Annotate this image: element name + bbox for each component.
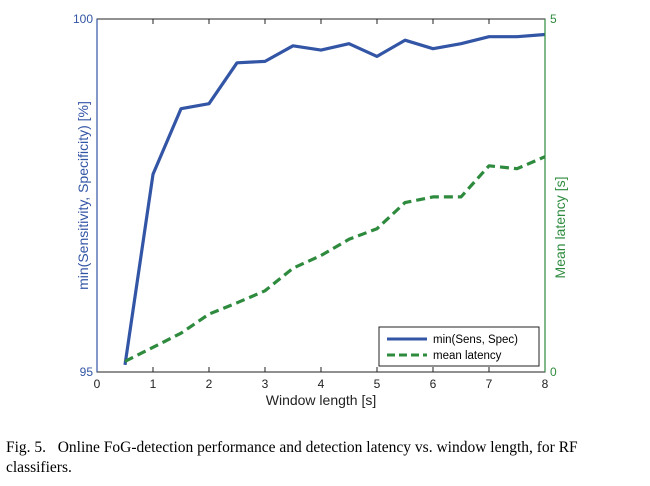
left-tick-label: 100 (73, 12, 93, 26)
series-layer (123, 32, 546, 366)
x-tick-label: 8 (542, 377, 549, 391)
x-tick-label: 2 (206, 377, 213, 391)
series-line-mean-latency (124, 155, 546, 363)
x-tick-label: 7 (486, 377, 493, 391)
x-tick-label: 5 (374, 377, 381, 391)
left-tick-label: 95 (80, 365, 94, 379)
x-tick-label: 4 (318, 377, 325, 391)
x-tick-label: 6 (430, 377, 437, 391)
right-tick-label: 5 (550, 12, 557, 26)
right-tick-label: 0 (550, 365, 557, 379)
figure-caption: Fig. 5. Online FoG-detection performance… (6, 438, 646, 478)
legend: min(Sens, Spec) mean latency (378, 326, 540, 367)
legend-entry: min(Sens, Spec) (433, 334, 518, 346)
right-axis-label: Mean latency [s] (552, 177, 568, 279)
ticks-layer (96, 19, 546, 372)
x-tick-label: 3 (262, 377, 269, 391)
caption-text: Online FoG-detection performance and det… (6, 439, 578, 476)
x-tick-label: 1 (150, 377, 157, 391)
legend-box (378, 326, 540, 367)
x-axis-label: Window length [s] (266, 392, 377, 408)
series-line-sens-spec (123, 32, 546, 366)
x-tick-label: 0 (94, 377, 101, 391)
legend-entry: mean latency (433, 350, 502, 362)
plot-frame (96, 18, 546, 373)
caption-label: Fig. 5. (6, 439, 47, 456)
left-axis-label: min(Sensitivity, Specificity) [%] (75, 101, 91, 290)
